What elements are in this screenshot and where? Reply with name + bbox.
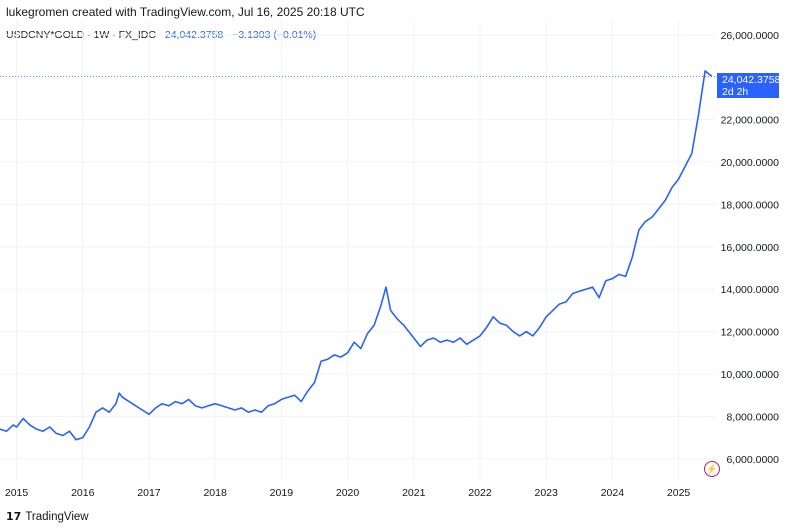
y-tick-label: 20,000.0000: [721, 157, 780, 169]
y-tick-label: 22,000.0000: [721, 115, 780, 127]
y-tick-label: 12,000.0000: [721, 327, 780, 339]
chart-grid: [0, 20, 715, 480]
y-tick-label: 14,000.0000: [721, 284, 780, 296]
tradingview-logo[interactable]: 17: [6, 510, 22, 523]
y-tick-label: 26,000.0000: [721, 30, 780, 42]
y-tick-label: 18,000.0000: [721, 199, 780, 211]
x-tick-label: 2022: [468, 487, 492, 499]
series-line: [0, 70, 713, 441]
bar-countdown: 2d 2h: [722, 86, 749, 98]
x-tick-label: 2019: [270, 487, 294, 499]
y-tick-label: 8,000.0000: [726, 411, 779, 423]
footer: 17 TradingView: [6, 510, 89, 523]
x-tick-label: 2021: [402, 487, 426, 499]
y-tick-label: 6,000.0000: [726, 454, 779, 466]
brand-name[interactable]: TradingView: [25, 510, 89, 523]
chart-attribution: lukegromen created with TradingView.com,…: [6, 5, 365, 19]
x-tick-label: 2015: [5, 487, 29, 499]
price-axis: 6,000.0000 8,000.0000 10,000.0000 12,000.00…: [721, 30, 780, 466]
x-tick-label: 2024: [601, 487, 625, 499]
time-axis: 2015 2016 2017 2018 2019 2020 2021 2022 2023 2024…: [5, 487, 691, 499]
y-tick-label: 10,000.0000: [721, 369, 780, 381]
x-tick-label: 2016: [71, 487, 95, 499]
lightning-icon[interactable]: ⚡: [704, 461, 720, 477]
x-tick-label: 2018: [203, 487, 227, 499]
y-tick-label: 16,000.0000: [721, 242, 780, 254]
last-price-label: 24,042.3758 2d 2h: [717, 73, 781, 98]
x-tick-label: 2020: [336, 487, 360, 499]
x-tick-label: 2025: [667, 487, 691, 499]
x-tick-label: 2017: [137, 487, 161, 499]
x-tick-label: 2023: [535, 487, 559, 499]
last-price-value: 24,042.3758: [722, 74, 781, 86]
